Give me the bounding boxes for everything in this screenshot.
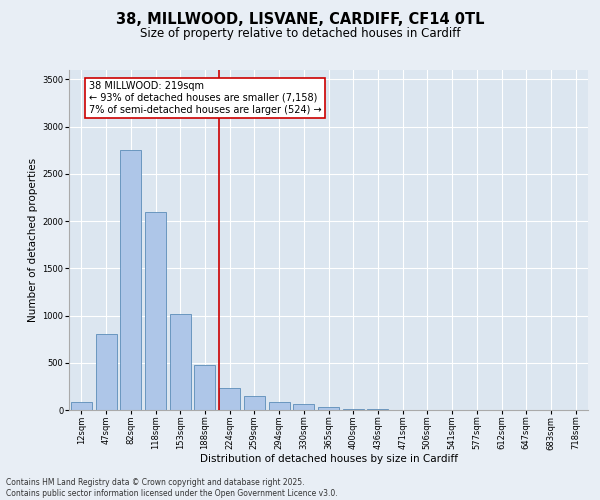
Text: 38, MILLWOOD, LISVANE, CARDIFF, CF14 0TL: 38, MILLWOOD, LISVANE, CARDIFF, CF14 0TL (116, 12, 484, 28)
Text: Contains HM Land Registry data © Crown copyright and database right 2025.
Contai: Contains HM Land Registry data © Crown c… (6, 478, 338, 498)
Bar (71, 402, 92, 410)
Bar (367, 409, 388, 410)
Y-axis label: Number of detached properties: Number of detached properties (28, 158, 38, 322)
Bar (170, 314, 191, 410)
Bar (343, 408, 364, 410)
Bar (219, 388, 240, 410)
Bar (293, 404, 314, 410)
Bar (244, 396, 265, 410)
Bar (269, 402, 290, 410)
Text: Size of property relative to detached houses in Cardiff: Size of property relative to detached ho… (140, 28, 460, 40)
Text: 38 MILLWOOD: 219sqm
← 93% of detached houses are smaller (7,158)
7% of semi-deta: 38 MILLWOOD: 219sqm ← 93% of detached ho… (89, 82, 322, 114)
X-axis label: Distribution of detached houses by size in Cardiff: Distribution of detached houses by size … (199, 454, 458, 464)
Bar (318, 407, 339, 410)
Bar (120, 150, 141, 410)
Bar (194, 364, 215, 410)
Bar (145, 212, 166, 410)
Bar (95, 334, 116, 410)
